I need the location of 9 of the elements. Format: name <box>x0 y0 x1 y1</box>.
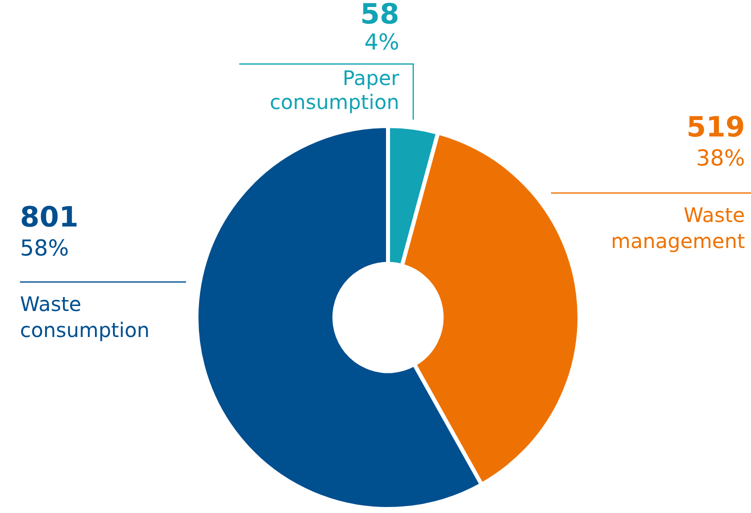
data-label: 801 <box>20 200 78 234</box>
slice-label: Waste management <box>611 203 746 254</box>
slice-label: Waste consumption <box>20 292 150 342</box>
text: 4% <box>364 30 400 56</box>
data-label: 58 <box>360 0 400 30</box>
text: 58% <box>20 236 69 262</box>
data-label: 519 <box>686 110 745 144</box>
slice-label: Paper consumption <box>270 66 400 114</box>
text: 38% <box>696 146 745 172</box>
